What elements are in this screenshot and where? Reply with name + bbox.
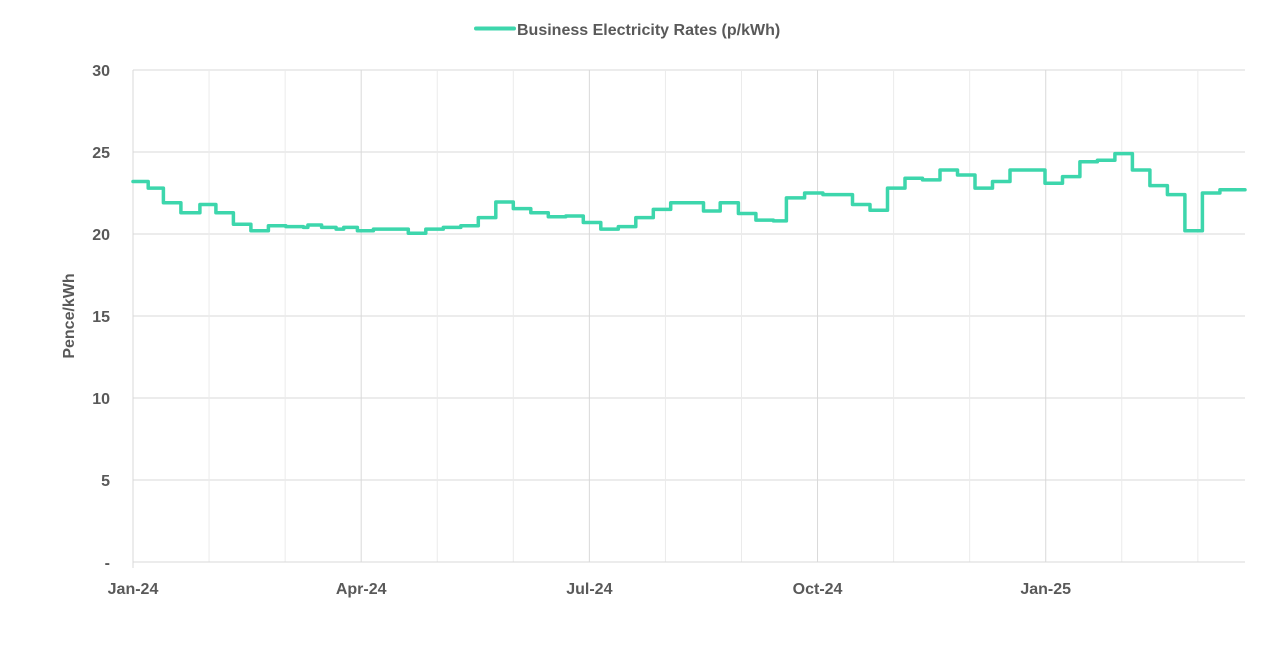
y-tick-label: 20 <box>92 227 110 244</box>
x-tick-label: Jan-24 <box>108 581 159 598</box>
axes: - 5 10 15 20 25 30 Jan-24 Apr-24 Jul-24 Oct-24 Jan-… <box>92 63 1245 598</box>
legend-label: Business Electricity Rates (p/kWh) <box>517 22 780 39</box>
y-tick-label: 30 <box>92 63 110 80</box>
y-tick-label: 15 <box>92 309 110 326</box>
y-tick-label: 5 <box>101 473 110 490</box>
series-line <box>131 151 1247 235</box>
y-axis-title: Pence/kWh <box>61 273 78 358</box>
legend: Business Electricity Rates (p/kWh) <box>474 22 780 39</box>
x-tick-label: Oct-24 <box>793 581 843 598</box>
series <box>131 151 1247 235</box>
x-tick-label: Apr-24 <box>336 581 387 598</box>
x-tick-label: Jan-25 <box>1020 581 1071 598</box>
y-tick-label: - <box>105 555 110 572</box>
gridlines <box>132 69 1245 568</box>
y-tick-label: 10 <box>92 391 110 408</box>
x-tick-label: Jul-24 <box>566 581 612 598</box>
y-tick-label: 25 <box>92 145 110 162</box>
